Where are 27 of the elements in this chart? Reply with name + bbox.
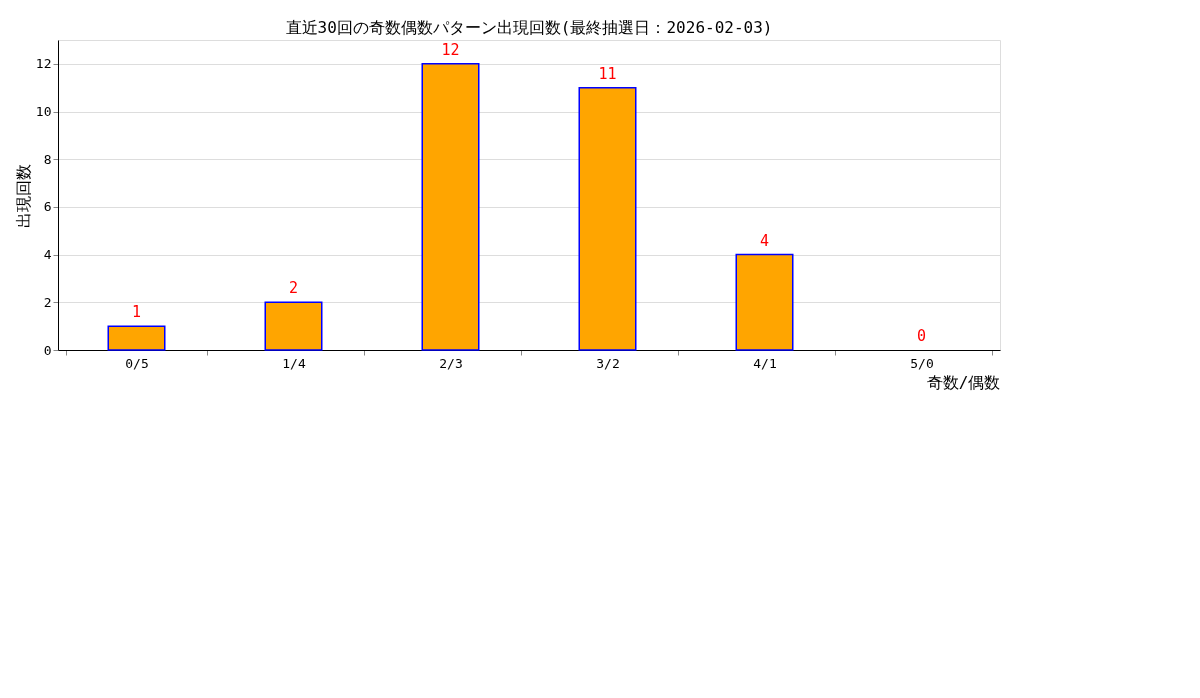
data-label: 2 bbox=[288, 279, 299, 298]
bar bbox=[264, 301, 323, 351]
data-label: 12 bbox=[441, 40, 460, 59]
y-tick-label: 4 bbox=[43, 247, 52, 263]
x-tick-label: 0/5 bbox=[125, 355, 149, 371]
bar bbox=[107, 325, 166, 351]
y-tick-label: 10 bbox=[35, 104, 52, 120]
y-tick-label: 12 bbox=[35, 56, 52, 72]
bar bbox=[421, 63, 480, 351]
x-tick-label: 2/3 bbox=[439, 355, 463, 371]
data-label: 11 bbox=[598, 64, 617, 83]
y-axis-title: 出現回数 bbox=[13, 163, 33, 228]
bar bbox=[735, 253, 794, 351]
x-tick-label: 4/1 bbox=[753, 355, 777, 371]
x-tick-label: 3/2 bbox=[596, 355, 620, 371]
x-axis-title: 奇数/偶数 bbox=[926, 372, 1001, 392]
x-tick-label: 5/0 bbox=[910, 355, 934, 371]
data-label: 1 bbox=[131, 303, 142, 322]
y-tick-label: 0 bbox=[43, 342, 52, 358]
data-label: 4 bbox=[759, 231, 770, 250]
chart-title: 直近30回の奇数偶数パターン出現回数(最終抽選日：2026-02-03) bbox=[285, 18, 773, 37]
bar bbox=[578, 86, 637, 351]
y-tick-label: 6 bbox=[43, 199, 52, 215]
y-tick-label: 8 bbox=[43, 151, 52, 167]
data-label: 0 bbox=[916, 327, 927, 345]
x-tick-label: 1/4 bbox=[282, 355, 306, 371]
y-tick-label: 2 bbox=[43, 294, 52, 310]
